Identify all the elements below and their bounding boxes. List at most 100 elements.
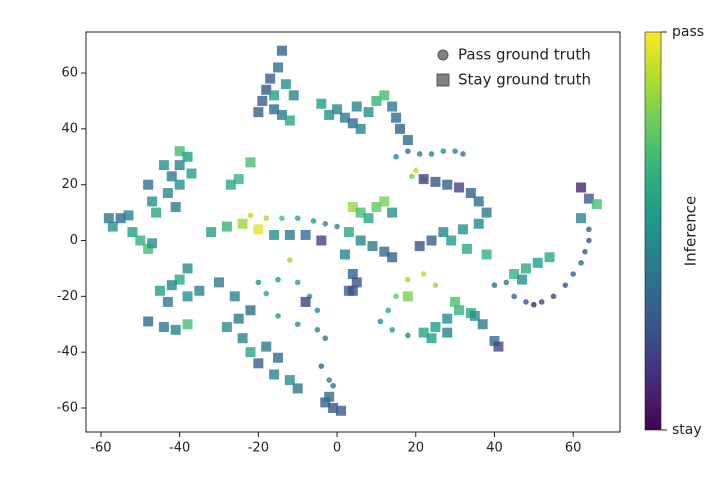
stay-point [147,196,158,207]
stay-point [426,235,437,246]
stay-point [273,62,284,73]
stay-point [300,296,311,307]
stay-point [170,324,181,335]
stay-point [430,322,441,333]
pass-point [460,151,466,157]
colorbar-label: Inference [682,196,700,267]
stay-point [324,391,335,402]
stay-point [284,229,295,240]
stay-point [147,238,158,249]
stay-point [269,369,280,380]
stay-point [269,104,280,115]
stay-point [387,252,398,263]
stay-point [166,280,177,291]
pass-point [310,218,317,224]
stay-point [253,224,264,235]
stay-point [273,352,284,363]
stay-point [162,296,173,307]
x-tick-label: 60 [565,441,582,456]
stay-point [143,316,154,327]
stay-point [135,235,146,246]
stay-point [355,207,366,218]
stay-point [367,241,378,252]
pass-point [416,151,423,157]
stay-point [489,336,500,347]
pass-point [586,226,592,233]
stay-point [127,227,138,238]
stay-point [355,123,366,134]
stay-point [583,193,594,204]
x-tick-label: -40 [169,441,190,456]
pass-point [385,307,392,314]
y-tick-label: 0 [70,233,78,248]
stay-point [245,347,256,358]
stay-point [194,285,205,296]
stay-point [418,174,429,185]
pass-point [263,215,270,221]
pass-point [334,223,340,230]
stay-point [473,196,484,207]
stay-point [493,341,504,352]
stay-point [477,319,488,330]
stay-point [332,104,343,115]
stay-point [520,263,531,274]
stay-point [206,227,217,238]
stay-point [233,313,244,324]
stay-point [162,188,173,199]
x-tick-label: -20 [248,441,269,456]
stay-point [174,179,185,190]
y-tick-label: -20 [57,289,78,304]
pass-point [420,271,427,277]
pass-point [389,327,395,333]
stay-point [454,305,465,316]
pass-point [255,279,262,286]
pass-point [279,215,285,221]
stay-point [347,202,358,213]
stay-point [335,405,346,416]
pass-point [412,167,419,174]
pass-point [393,293,399,300]
pass-point [326,377,332,383]
plot-frame [85,31,621,433]
stay-point [280,79,291,90]
colorbar-tick-label: stay [672,422,702,438]
pass-point [491,282,498,288]
stay-point [182,263,193,274]
stay-point [387,207,398,218]
pass-point [322,335,329,342]
stay-point [576,182,587,193]
stay-point [182,319,193,330]
stay-point [517,274,528,285]
pass-point [582,248,588,255]
stay-point [576,213,587,224]
pass-point [314,327,321,333]
points [103,45,602,416]
stay-point [174,146,185,157]
stay-point [461,243,472,254]
stay-point [154,285,165,296]
stay-point [253,358,264,369]
stay-point [339,112,350,123]
pass-point [263,290,270,297]
stay-point [253,107,264,118]
stay-point [166,171,177,182]
stay-point [355,235,366,246]
stay-point [347,285,358,296]
stay-point [225,179,236,190]
stay-point [261,84,272,95]
stay-point [509,269,520,280]
stay-point [245,305,256,316]
stay-point [182,291,193,302]
stay-point [418,327,429,338]
stay-point [465,188,476,199]
pass-point [377,318,384,325]
y-tick-label: -40 [57,345,78,360]
pass-point [570,271,576,277]
legend-marker [437,49,449,61]
pass-point [511,293,517,300]
stay-point [532,257,543,268]
pass-point [550,293,557,300]
stay-point [300,229,311,240]
stay-point [257,95,268,106]
